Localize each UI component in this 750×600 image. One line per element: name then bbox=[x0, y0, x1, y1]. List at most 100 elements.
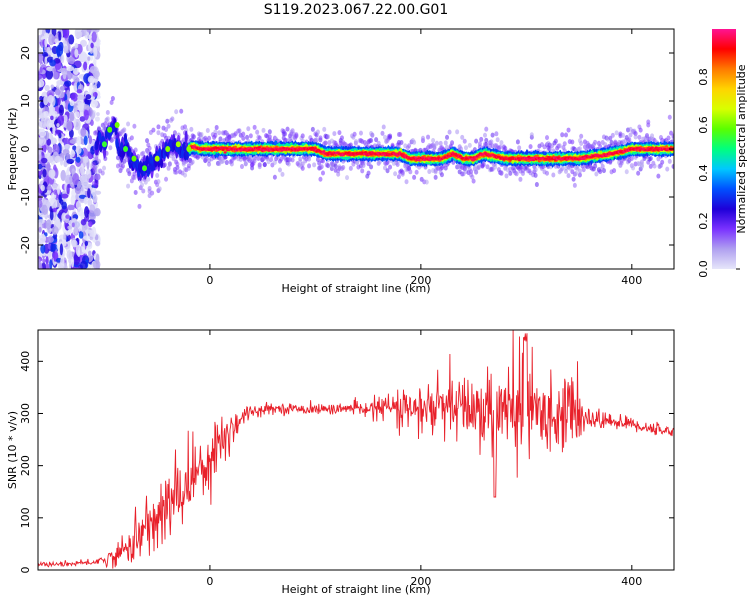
halo-blob bbox=[164, 126, 169, 132]
halo-blob bbox=[156, 124, 161, 130]
halo-blob bbox=[560, 166, 565, 172]
noise-blob bbox=[66, 249, 73, 260]
halo-blob bbox=[207, 161, 212, 167]
halo-blob bbox=[414, 169, 419, 175]
halo-blob bbox=[245, 134, 250, 140]
noise-blob bbox=[87, 56, 91, 61]
halo-blob bbox=[610, 132, 615, 138]
halo-blob bbox=[132, 171, 137, 177]
halo-blob bbox=[181, 161, 186, 167]
noise-blob bbox=[62, 29, 70, 39]
halo-blob bbox=[179, 108, 184, 114]
halo-blob bbox=[593, 163, 598, 169]
noise-blob bbox=[38, 226, 42, 233]
halo-blob bbox=[471, 178, 476, 184]
noise-blob bbox=[58, 31, 62, 42]
halo-blob bbox=[608, 135, 613, 141]
ridge-blob bbox=[114, 125, 118, 136]
noise-blob bbox=[74, 43, 79, 49]
noise-blob bbox=[56, 183, 60, 196]
noise-blob bbox=[39, 233, 47, 244]
halo-blob bbox=[464, 145, 469, 151]
halo-blob bbox=[189, 126, 194, 132]
halo-blob bbox=[577, 146, 582, 152]
noise-blob bbox=[46, 236, 54, 243]
halo-blob bbox=[515, 139, 520, 145]
noise-blob bbox=[85, 94, 92, 100]
halo-blob bbox=[164, 176, 169, 182]
halo-blob bbox=[315, 129, 320, 135]
halo-blob bbox=[547, 146, 552, 152]
halo-blob bbox=[499, 170, 504, 176]
ridge-blob bbox=[184, 130, 188, 145]
halo-blob bbox=[434, 140, 439, 146]
noise-blob bbox=[49, 259, 53, 269]
halo-blob bbox=[574, 170, 579, 176]
noise-blob bbox=[88, 135, 93, 145]
halo-blob bbox=[660, 159, 665, 165]
halo-blob bbox=[217, 130, 222, 136]
halo-blob bbox=[348, 142, 353, 148]
halo-blob bbox=[637, 134, 642, 140]
halo-blob bbox=[241, 131, 246, 137]
noise-blob bbox=[80, 127, 87, 137]
halo-blob bbox=[485, 164, 490, 170]
halo-blob bbox=[374, 137, 379, 143]
halo-blob bbox=[495, 137, 500, 143]
halo-blob bbox=[207, 135, 212, 141]
halo-blob bbox=[239, 164, 244, 170]
halo-blob bbox=[126, 121, 131, 127]
halo-blob bbox=[534, 182, 539, 188]
halo-blob bbox=[447, 129, 452, 135]
halo-blob bbox=[277, 167, 282, 173]
noise-blob bbox=[83, 109, 89, 121]
halo-blob bbox=[126, 183, 131, 189]
noise-blob bbox=[65, 214, 70, 219]
halo-blob bbox=[420, 135, 425, 141]
noise-blob bbox=[43, 95, 49, 106]
noise-blob bbox=[64, 143, 71, 150]
noise-blob bbox=[39, 66, 43, 73]
noise-blob bbox=[92, 92, 98, 97]
halo-blob bbox=[285, 126, 290, 132]
noise-blob bbox=[89, 204, 96, 214]
noise-blob bbox=[55, 129, 62, 134]
halo-blob bbox=[102, 165, 107, 171]
noise-blob bbox=[77, 206, 84, 217]
noise-blob bbox=[88, 221, 93, 228]
halo-blob bbox=[141, 188, 146, 194]
halo-blob bbox=[341, 164, 346, 170]
noise-blob bbox=[61, 193, 69, 199]
halo-blob bbox=[514, 171, 519, 177]
halo-blob bbox=[462, 138, 467, 144]
halo-blob bbox=[551, 172, 556, 178]
spectrogram-plot-area bbox=[38, 29, 674, 269]
halo-blob bbox=[667, 114, 672, 120]
halo-blob bbox=[129, 135, 134, 141]
halo-blob bbox=[566, 173, 571, 179]
noise-blob bbox=[96, 112, 100, 117]
halo-blob bbox=[484, 137, 489, 143]
halo-blob bbox=[484, 126, 489, 132]
noise-blob bbox=[66, 65, 75, 72]
halo-blob bbox=[620, 132, 625, 138]
ridge-blob bbox=[147, 165, 151, 175]
noise-blob bbox=[50, 84, 54, 89]
halo-blob bbox=[333, 163, 338, 169]
halo-blob bbox=[318, 176, 323, 182]
noise-blob bbox=[70, 256, 75, 268]
noise-blob bbox=[46, 138, 52, 146]
noise-blob bbox=[46, 47, 51, 54]
halo-blob bbox=[290, 157, 295, 163]
noise-blob bbox=[49, 137, 57, 145]
noise-blob bbox=[50, 168, 55, 180]
halo-blob bbox=[476, 165, 481, 171]
ridge-blob bbox=[98, 131, 102, 142]
halo-blob bbox=[105, 116, 110, 122]
halo-blob bbox=[474, 169, 479, 175]
halo-blob bbox=[224, 160, 229, 166]
noise-blob bbox=[59, 243, 64, 256]
halo-blob bbox=[310, 126, 315, 132]
halo-blob bbox=[438, 140, 443, 146]
halo-blob bbox=[143, 179, 148, 185]
